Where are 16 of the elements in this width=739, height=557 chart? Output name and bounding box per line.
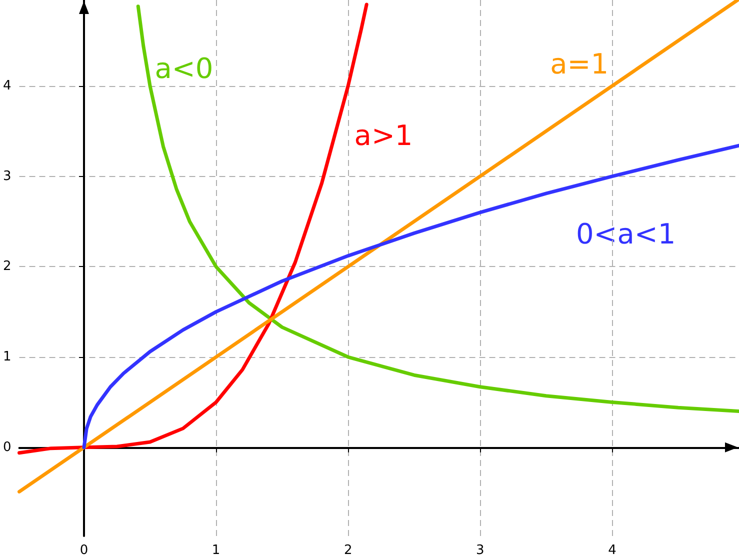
x-tick-label: 0 xyxy=(80,543,88,557)
line-series xyxy=(136,4,739,414)
y-tick-label: 4 xyxy=(2,78,12,94)
series-label: a=1 xyxy=(550,47,609,80)
series-label: 0<a<1 xyxy=(576,217,676,250)
y-tick-label: 1 xyxy=(2,350,12,365)
x-tick-label: 2 xyxy=(344,543,352,557)
x-tick-label: 3 xyxy=(476,543,484,557)
y-tick-label: 2 xyxy=(2,259,12,274)
line-series xyxy=(82,144,739,450)
x-tick-label: 4 xyxy=(608,543,616,557)
series-label: a<0 xyxy=(154,52,214,85)
y-tick-label: 3 xyxy=(2,168,12,184)
y-tick-label: 0 xyxy=(2,440,12,455)
x-tick-label: 1 xyxy=(212,543,220,557)
series-label: a>1 xyxy=(354,118,413,152)
